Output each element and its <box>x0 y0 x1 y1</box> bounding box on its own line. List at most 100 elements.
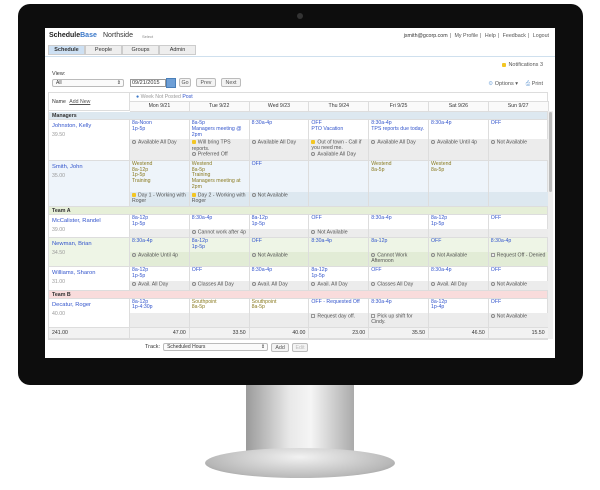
view-select[interactable]: All ⇕ <box>52 79 124 87</box>
add-new-link[interactable]: Add New <box>69 99 91 105</box>
shift-cell[interactable]: 8:30a-4p Pick up shift for Cindy. <box>369 298 429 327</box>
post-link[interactable]: Post <box>182 94 193 100</box>
scrollbar[interactable] <box>548 111 553 339</box>
shift-info[interactable]: Westend 8a-5p Training Managers meeting at … <box>190 161 249 192</box>
shift-cell[interactable]: 8a-12p 1p-4p <box>428 298 489 327</box>
shift-info[interactable] <box>309 161 368 192</box>
shift-cell[interactable]: OFF <box>488 214 549 238</box>
tab-groups[interactable]: Groups <box>122 45 159 55</box>
shift-info[interactable]: Westend 8a-5p <box>369 161 428 192</box>
employee-name-link[interactable]: Newman, Brian <box>52 241 92 248</box>
shift-info[interactable]: 8:30a-4p <box>130 238 189 252</box>
shift-info[interactable]: OFF <box>489 267 548 281</box>
shift-info[interactable]: Westend 8a-5p <box>429 161 488 192</box>
shift-info[interactable]: 8a-12p 1p-5p <box>130 267 189 281</box>
shift-cell[interactable]: 8a-12p Cannot Work Afternoon <box>369 238 429 267</box>
shift-info[interactable]: 8:30a-4p <box>429 267 488 281</box>
shift-cell[interactable]: OFF PTO Vacation Out of town - Call if you… <box>309 120 370 160</box>
shift-info[interactable]: 8a-5p Managers meeting @ 2pm <box>190 120 249 139</box>
shift-cell[interactable]: 8a-5p Managers meeting @ 2pm Will bring TP… <box>189 120 250 160</box>
shift-cell[interactable]: OFF Not Available <box>428 238 489 267</box>
shift-cell[interactable]: 8:30a-4p <box>309 238 370 267</box>
shift-cell[interactable]: 8:30a-4p Available Until 4p <box>130 238 190 267</box>
my-profile-link[interactable]: My Profile <box>454 33 479 39</box>
shift-cell[interactable]: 8:30a-4p Cannot work after 4p <box>189 214 250 238</box>
shift-cell[interactable]: OFF Not Available <box>249 238 310 267</box>
shift-info[interactable]: 8a-Noon 1p-5p <box>130 120 189 139</box>
shift-info[interactable]: 8a-12p 1p-5p <box>190 238 249 252</box>
shift-info[interactable]: 8:30a-4p <box>190 215 249 229</box>
shift-cell[interactable]: 8a-12p 1p-5p Avail. All Day <box>309 267 370 290</box>
shift-cell[interactable]: 8:30a-4p <box>369 214 429 238</box>
shift-info[interactable]: OFF <box>489 215 548 229</box>
shift-info[interactable]: 8a-12p 1p-4p <box>429 299 488 313</box>
shift-cell[interactable]: 8a-12p 1p-5p <box>189 238 250 267</box>
shift-cell[interactable]: OFF - Requested Off Request day off. <box>309 298 370 327</box>
shift-info[interactable]: 8:30a-4p <box>489 238 548 252</box>
logout-link[interactable]: Logout <box>532 33 549 39</box>
shift-info[interactable] <box>489 161 548 192</box>
shift-cell[interactable]: OFF Classes All Day <box>189 267 250 290</box>
options-menu[interactable]: ⚙ Options ▾ <box>488 81 518 87</box>
shift-cell[interactable]: 8:30a-4p Avail. All Day <box>249 267 310 290</box>
tab-admin[interactable]: Admin <box>159 45 196 55</box>
user-email[interactable]: jsmith@gcorp.com <box>403 33 448 39</box>
shift-cell[interactable]: 8:30a-4p Request Off - Denied <box>488 238 549 267</box>
shift-cell[interactable]: 8a-12p 1p-5p <box>428 214 489 238</box>
shift-cell[interactable]: OFF Not Available <box>488 298 549 327</box>
shift-cell[interactable]: OFF Classes All Day <box>369 267 429 290</box>
shift-cell[interactable]: Southpoint 8a-5p <box>249 298 310 327</box>
shift-cell[interactable]: OFF Not Available <box>309 214 370 238</box>
add-track-button[interactable]: Add <box>271 342 290 352</box>
notifications-button[interactable]: Notifications 3 <box>502 62 543 68</box>
prev-button[interactable]: Prev <box>196 78 216 87</box>
shift-cell[interactable]: 8:30a-4p TPS reports due today. Available … <box>369 120 429 160</box>
select-location-link[interactable]: Select <box>142 34 154 39</box>
shift-cell[interactable]: 8a-12p 1p-5p Avail. All Day <box>130 267 190 290</box>
shift-info[interactable]: 8:30a-4p TPS reports due today. <box>369 120 428 139</box>
date-input[interactable]: 09/21/2015 <box>130 79 166 87</box>
shift-cell[interactable]: OFF Not Available <box>488 267 549 290</box>
shift-cell[interactable]: Westend 8a-5p <box>369 160 429 206</box>
shift-cell[interactable]: 8:30a-4p Avail. All Day <box>428 267 489 290</box>
shift-cell[interactable] <box>309 160 370 206</box>
logo[interactable]: ScheduleBase <box>49 32 97 39</box>
shift-cell[interactable]: Westend 8a-5p <box>428 160 489 206</box>
shift-info[interactable]: 8a-12p <box>369 238 428 252</box>
shift-info[interactable]: 8a-12p 1p-5p <box>250 215 309 229</box>
shift-cell[interactable]: OFF Not Available <box>488 120 549 160</box>
shift-cell[interactable]: 8a-12p 1p-4:30p <box>130 298 190 327</box>
calendar-icon[interactable] <box>166 78 176 88</box>
shift-info[interactable]: OFF <box>429 238 488 252</box>
employee-name-link[interactable]: Decatur, Roger <box>52 301 91 308</box>
shift-info[interactable]: 8a-12p 1p-5p <box>429 215 488 229</box>
shift-info[interactable]: OFF <box>309 215 368 229</box>
shift-cell[interactable]: Southpoint 8a-5p <box>189 298 250 327</box>
shift-info[interactable]: 8:30a-4p <box>250 120 309 139</box>
shift-cell[interactable]: Westend 8a-5p Training Managers meeting at … <box>189 160 250 206</box>
shift-info[interactable]: 8:30a-4p <box>369 215 428 229</box>
feedback-link[interactable]: Feedback <box>502 33 526 39</box>
shift-info[interactable]: 8:30a-4p <box>429 120 488 139</box>
shift-cell[interactable]: 8a-12p 1p-5p <box>130 214 190 238</box>
next-button[interactable]: Next <box>221 78 241 87</box>
shift-info[interactable]: OFF <box>489 299 548 313</box>
shift-cell[interactable]: Westend 8a-12p 1p-5p Training Day 1 - Workin… <box>130 160 190 206</box>
shift-info[interactable]: 8:30a-4p <box>309 238 368 252</box>
shift-info[interactable]: Southpoint 8a-5p <box>250 299 309 313</box>
shift-cell[interactable]: 8a-12p 1p-5p <box>249 214 310 238</box>
shift-info[interactable]: OFF <box>369 267 428 281</box>
shift-info[interactable]: Southpoint 8a-5p <box>190 299 249 313</box>
shift-info[interactable]: OFF <box>489 120 548 139</box>
employee-name-link[interactable]: Williams, Sharon <box>52 270 96 277</box>
employee-name-link[interactable]: McCalister, Randel <box>52 217 101 224</box>
shift-cell[interactable]: OFF Not Available <box>249 160 310 206</box>
employee-name-link[interactable]: Johnston, Kelly <box>52 123 92 129</box>
scrollbar-thumb[interactable] <box>549 112 552 192</box>
shift-info[interactable]: OFF <box>250 161 309 192</box>
shift-info[interactable]: 8:30a-4p <box>369 299 428 313</box>
shift-info[interactable]: Westend 8a-12p 1p-5p Training <box>130 161 189 192</box>
help-link[interactable]: Help <box>484 33 496 39</box>
shift-info[interactable]: 8a-12p 1p-5p <box>130 215 189 229</box>
go-button[interactable]: Go <box>179 78 191 87</box>
